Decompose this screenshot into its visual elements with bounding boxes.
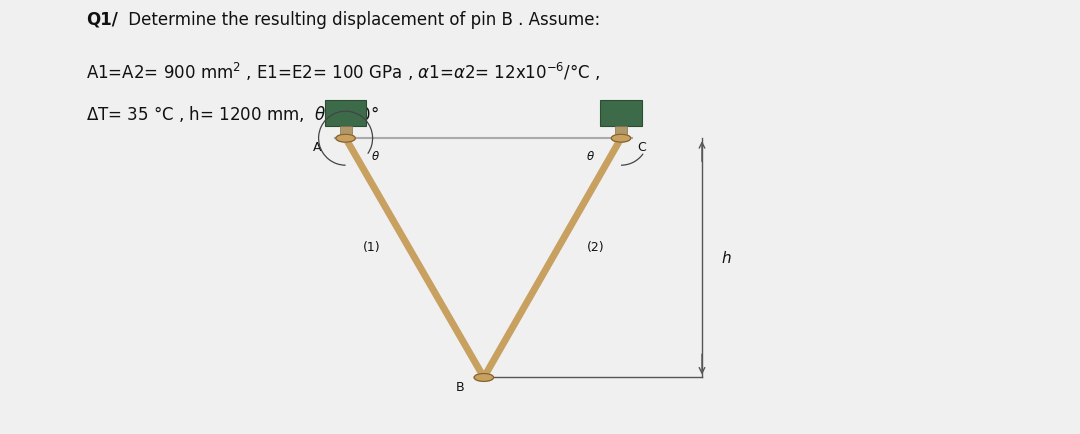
Text: Q1/: Q1/ xyxy=(86,11,119,29)
Text: $\theta$: $\theta$ xyxy=(372,150,380,163)
Text: C: C xyxy=(637,141,646,154)
Text: h: h xyxy=(721,251,731,266)
Text: B: B xyxy=(456,380,464,393)
Text: $\theta$: $\theta$ xyxy=(586,150,595,163)
Circle shape xyxy=(474,374,494,381)
Text: $\Delta$T= 35 °C , h= 1200 mm,  $\theta$ = 60°: $\Delta$T= 35 °C , h= 1200 mm, $\theta$ … xyxy=(86,104,379,124)
Circle shape xyxy=(336,135,355,143)
Text: Determine the resulting displacement of pin B . Assume:: Determine the resulting displacement of … xyxy=(123,11,600,29)
Text: A1=A2= 900 mm$^2$ , E1=E2= 100 GPa , $\alpha$1=$\alpha$2= 12x10$^{-6}$/°C ,: A1=A2= 900 mm$^2$ , E1=E2= 100 GPa , $\a… xyxy=(86,61,600,83)
Bar xyxy=(325,101,366,127)
Text: (1): (1) xyxy=(363,241,380,254)
Bar xyxy=(340,127,352,139)
Text: A: A xyxy=(313,141,322,154)
Text: (2): (2) xyxy=(586,241,605,254)
Circle shape xyxy=(611,135,631,143)
Bar xyxy=(600,101,642,127)
Bar xyxy=(616,127,627,139)
